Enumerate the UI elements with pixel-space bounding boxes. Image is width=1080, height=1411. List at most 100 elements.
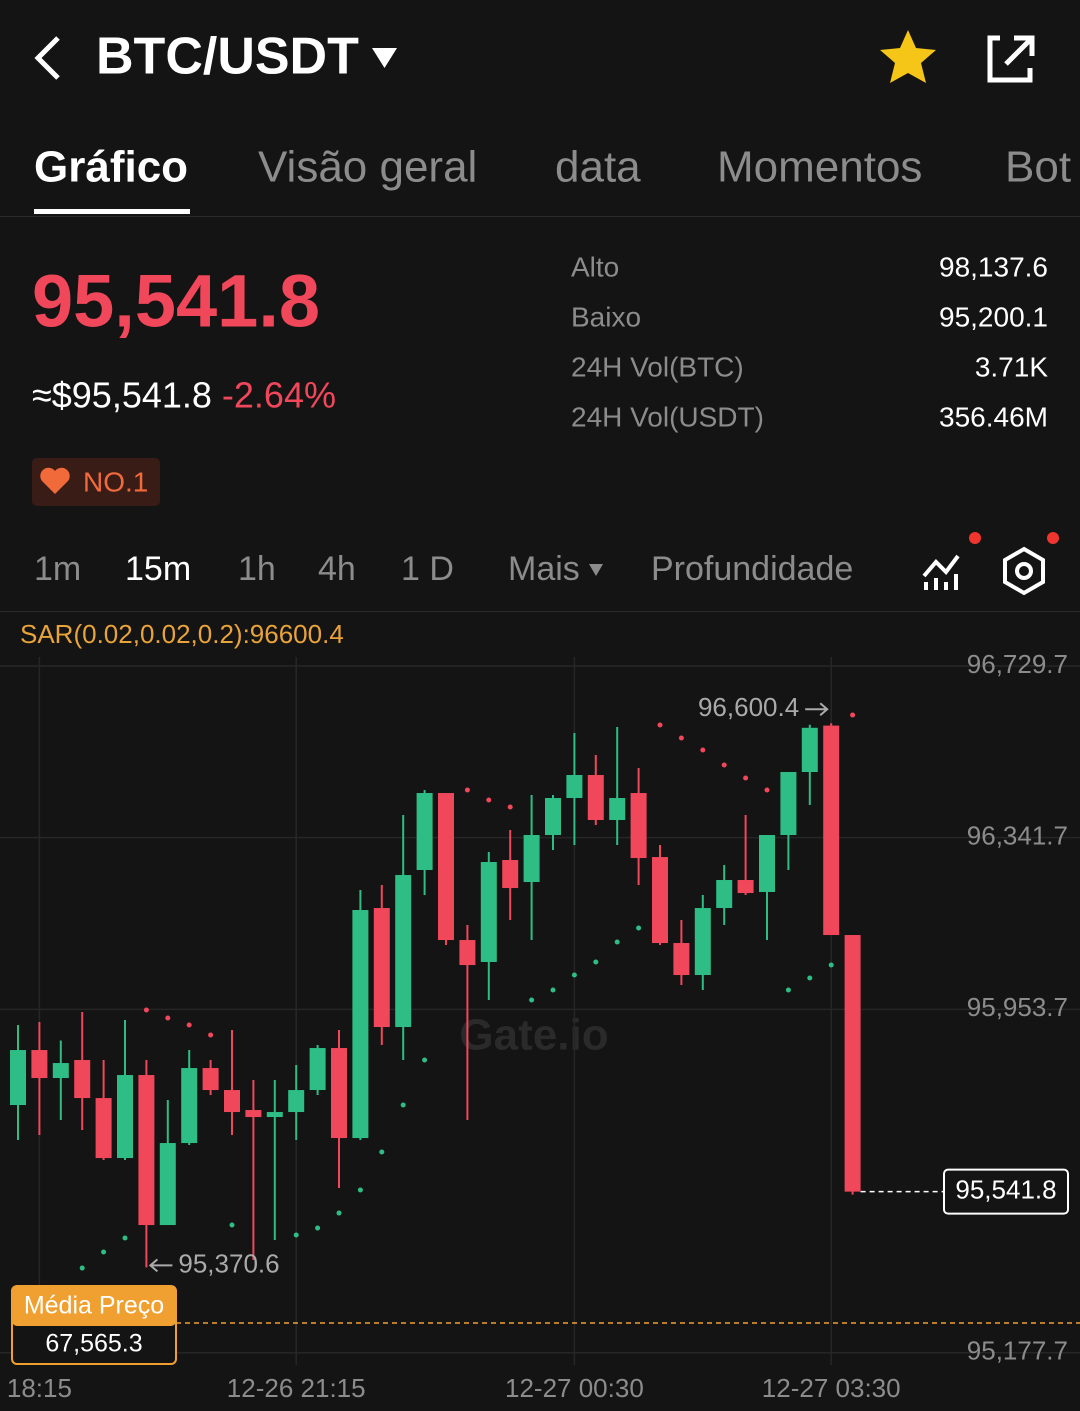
fiat-price: ≈$95,541.8 xyxy=(32,375,212,416)
last-price-tag: 95,541.8 xyxy=(955,1175,1056,1205)
sar-dot xyxy=(464,787,470,793)
last-price: 95,541.8 xyxy=(32,260,320,343)
candle-body xyxy=(10,1050,26,1106)
x-tick-label: 18:15 xyxy=(7,1373,72,1403)
stat-value: 3.71K xyxy=(975,351,1048,382)
avg-price-title: Média Preço xyxy=(24,1292,164,1320)
stat-label: 24H Vol(BTC) xyxy=(571,351,744,382)
divider xyxy=(0,216,1080,217)
y-tick-label: 95,953.7 xyxy=(967,992,1068,1022)
stat-label: Alto xyxy=(571,251,619,282)
candle-body xyxy=(801,727,818,773)
sar-dot xyxy=(336,1210,342,1216)
pair-dropdown[interactable] xyxy=(372,48,397,68)
badge-text: NO.1 xyxy=(83,466,148,497)
high-arrow xyxy=(805,702,829,716)
candle-body xyxy=(309,1048,326,1091)
sar-dot xyxy=(850,712,856,718)
tab[interactable]: data xyxy=(555,143,641,192)
tab-underline xyxy=(34,209,190,214)
sar-dot xyxy=(315,1225,321,1231)
pair-title[interactable]: BTC/USDT xyxy=(96,28,359,86)
interval[interactable]: 1m xyxy=(34,550,81,588)
candle-body xyxy=(780,772,797,836)
last-price-box xyxy=(943,1168,1069,1215)
candle-body xyxy=(844,935,861,1192)
interval[interactable]: Mais xyxy=(508,550,580,588)
sar-dot xyxy=(807,975,813,981)
back-button[interactable] xyxy=(34,36,60,80)
candle-body xyxy=(352,910,369,1139)
sar-dot xyxy=(700,747,706,753)
sar-dot xyxy=(229,1222,235,1228)
sar-dot xyxy=(486,797,492,803)
candle-body xyxy=(630,793,647,859)
interval[interactable]: Profundidade xyxy=(651,550,853,588)
divider xyxy=(0,611,1080,612)
candle-body xyxy=(587,775,604,821)
sar-dot xyxy=(678,735,684,741)
y-tick-label: 96,341.7 xyxy=(967,821,1068,851)
candle-body xyxy=(694,908,711,976)
sar-dot xyxy=(764,787,770,793)
candle-body xyxy=(224,1090,240,1113)
sar-dot xyxy=(593,959,599,965)
candle-body xyxy=(673,943,690,976)
x-tick-label: 12-27 00:30 xyxy=(505,1373,644,1403)
share-button[interactable] xyxy=(987,35,1035,83)
favorite-star[interactable] xyxy=(880,30,936,83)
candle-body xyxy=(480,862,497,963)
candle-body xyxy=(737,880,754,894)
indicator-label: SAR(0.02,0.02,0.2):96600.4 xyxy=(20,619,344,649)
tab[interactable]: Bot xyxy=(1005,143,1071,192)
stat-label: Baixo xyxy=(571,301,641,332)
candle-body xyxy=(74,1060,91,1099)
notice-dot xyxy=(1047,532,1059,544)
candle-body xyxy=(373,908,390,1028)
sar-dot xyxy=(828,962,834,968)
sar-dot xyxy=(743,775,749,781)
interval[interactable]: 15m xyxy=(125,550,191,588)
candle-body xyxy=(181,1068,198,1144)
tab[interactable]: Visão geral xyxy=(258,143,477,192)
stat-value: 98,137.6 xyxy=(939,251,1048,282)
interval[interactable]: 1 D xyxy=(401,550,454,588)
sar-dot xyxy=(785,987,791,993)
candle-body xyxy=(288,1090,305,1113)
interval[interactable]: 1h xyxy=(238,550,276,588)
low-label: 95,370.6 xyxy=(178,1248,279,1278)
sar-dot xyxy=(293,1232,299,1238)
sar-dot xyxy=(422,1057,428,1063)
candle-body xyxy=(609,798,626,821)
sar-dot xyxy=(208,1032,214,1038)
candle-body xyxy=(31,1050,48,1079)
candle-body xyxy=(331,1048,347,1139)
sar-dot xyxy=(122,1235,128,1241)
candle-body xyxy=(759,835,775,893)
candle-body xyxy=(52,1063,69,1079)
sar-dot xyxy=(721,762,727,768)
stat-value: 356.46M xyxy=(939,401,1048,432)
sar-dot xyxy=(657,722,663,728)
candle-body xyxy=(652,857,668,944)
avg-price-value: 67,565.3 xyxy=(45,1330,142,1358)
candle-body xyxy=(438,793,454,941)
tab[interactable]: Momentos xyxy=(717,143,922,192)
notice-dot xyxy=(969,532,981,544)
y-tick-label: 96,729.7 xyxy=(967,649,1068,679)
candle-body xyxy=(202,1068,219,1091)
sar-dot xyxy=(550,987,556,993)
high-label: 96,600.4 xyxy=(698,692,799,722)
settings-button[interactable] xyxy=(1003,546,1045,596)
sar-dot xyxy=(165,1015,171,1021)
watermark: Gate.io xyxy=(459,1011,608,1060)
indicator-button[interactable] xyxy=(922,554,960,590)
y-tick-label: 95,177.7 xyxy=(967,1336,1068,1366)
candle-body xyxy=(395,875,412,1028)
sar-dot xyxy=(101,1249,107,1255)
interval[interactable]: 4h xyxy=(318,550,356,588)
candle-body xyxy=(459,940,476,966)
sar-dot xyxy=(379,1149,385,1155)
tab[interactable]: Gráfico xyxy=(34,143,188,192)
